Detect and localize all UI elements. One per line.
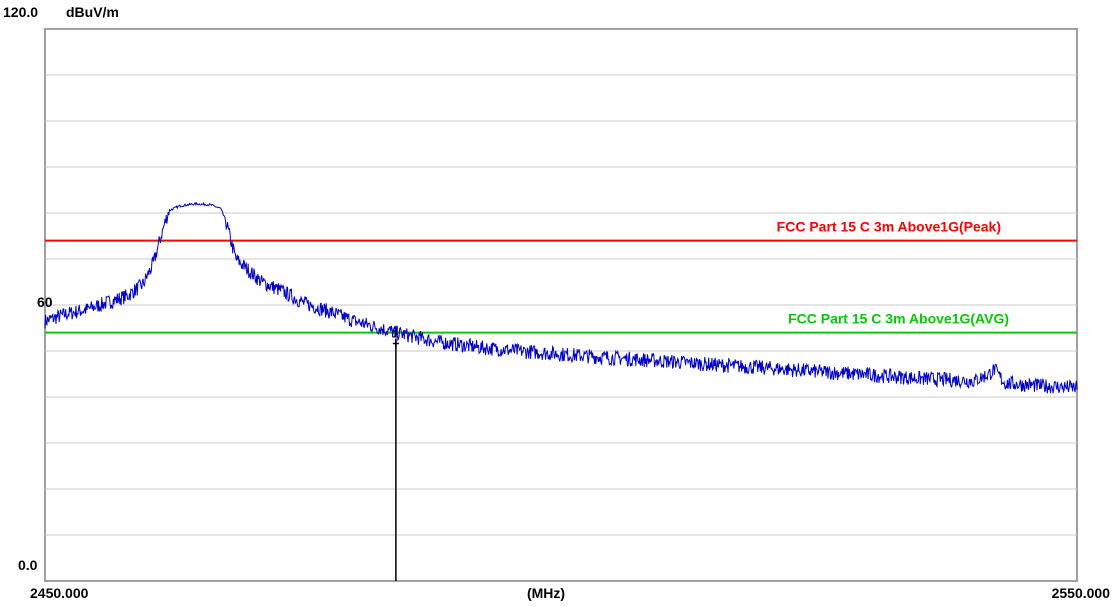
y-axis-unit-label: dBuV/m: [66, 4, 119, 20]
trace-layer: [44, 201, 1078, 394]
marker-x-icon: [392, 338, 399, 349]
y-tick-label-bottom: 0.0: [18, 557, 38, 573]
gridlines: [45, 74, 1077, 536]
limit-line-label: FCC Part 15 C 3m Above1G(Peak): [777, 219, 1001, 235]
x-tick-label-right: 2550.000: [1052, 585, 1111, 601]
spectrum-trace: [44, 201, 1078, 394]
limit-line-label: FCC Part 15 C 3m Above1G(AVG): [788, 311, 1009, 327]
y-tick-label-top: 120.0: [3, 4, 38, 20]
marker-label: 1: [392, 329, 398, 341]
y-tick-label-mid: 60: [37, 294, 53, 310]
limit-lines: FCC Part 15 C 3m Above1G(Peak) FCC Part 1…: [45, 219, 1077, 334]
x-axis-label: (MHz): [527, 585, 565, 601]
marker-layer: 1: [392, 329, 399, 581]
x-tick-label-left: 2450.000: [30, 585, 89, 601]
